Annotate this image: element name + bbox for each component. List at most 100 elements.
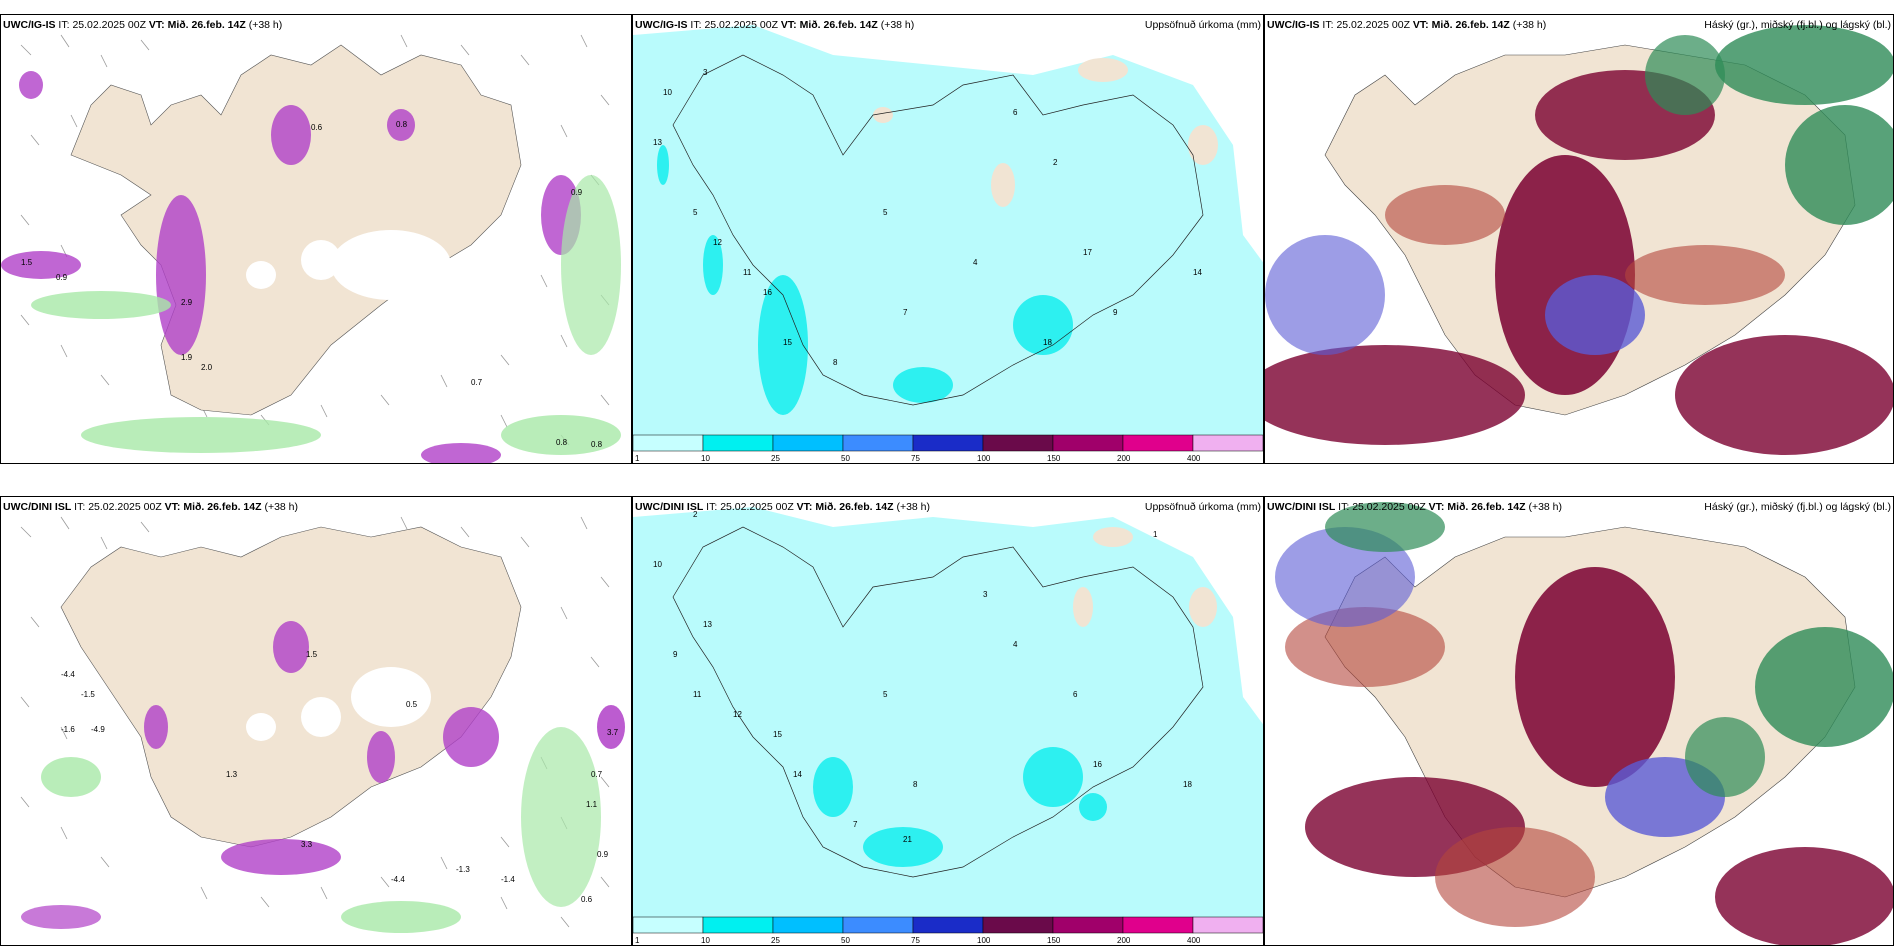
legend-tick: 10 [701,454,710,463]
legend-tick: 50 [841,454,850,463]
value-label: 2 [693,510,698,519]
panel-title: Uppsöfnuð úrkoma (mm) [1144,19,1261,31]
value-label: -1.5 [81,690,95,699]
panel-title: Háský (gr.), miðský (fj.bl.) og lágský (… [1704,19,1891,31]
map-top-left: 0.8 0.9 2.9 1.9 2.0 0.7 0.8 0.8 1.5 0.9 … [1,15,631,463]
value-label: 12 [733,710,742,719]
value-label: 5 [693,208,698,217]
panel-top-mid-map: 3 10 13 5 12 11 16 15 5 8 7 4 6 2 9 14 1… [632,14,1264,464]
legend-swatch [1052,916,1124,934]
model-name: UWC/DINI ISL [635,501,704,513]
value-labels: -4.4 -1.5 -1.6 -4.9 1.5 0.5 3.7 0.7 1.1 … [61,650,619,904]
precip-area [633,507,1263,917]
legend-tick: 400 [1187,454,1201,463]
value-label: 18 [1183,780,1192,789]
legend-swatch [1192,434,1263,452]
glacier-patches [246,667,431,741]
value-label: 0.8 [591,440,603,449]
legend-tick: 400 [1187,936,1201,945]
cloud-cover [1275,502,1893,945]
value-label: 7 [853,820,858,829]
it-label: IT: [706,501,718,513]
legend-swatch [982,434,1054,452]
vt-label: VT: [796,501,813,513]
value-label: 0.5 [406,700,418,709]
value-label: 3.3 [301,840,313,849]
value-label: 9 [673,650,678,659]
value-label: 6 [1013,108,1018,117]
value-label: 5 [883,690,888,699]
value-label: 0.8 [396,120,408,129]
value-label: 3 [983,590,988,599]
it-label: IT: [74,501,86,513]
value-label: -4.4 [61,670,75,679]
vt-label: VT: [780,19,797,31]
legend-tick: 50 [841,936,850,945]
value-labels: 2 10 13 9 11 12 15 14 5 7 8 3 4 6 1 18 1… [653,510,1192,844]
panel-header: UWC/DINI ISL IT: 25.02.2025 00Z VT: Mið.… [635,501,930,513]
value-label: -4.4 [391,875,405,884]
value-label: 11 [743,268,752,277]
panel-top-right-map: UWC/IG-IS IT: 25.02.2025 00Z VT: Mið. 26… [1264,14,1894,464]
value-label: 0.9 [571,188,583,197]
value-label: 13 [653,138,662,147]
value-label: 16 [763,288,772,297]
heavy-precip-patches [813,747,1107,867]
iceland-land [60,526,522,848]
value-label: -1.6 [61,725,75,734]
model-name: UWC/IG-IS [1267,19,1320,31]
legend-swatch [702,916,774,934]
value-label: -1.3 [456,865,470,874]
it-value: 25.02.2025 00Z [1352,501,1426,513]
vt-label: VT: [1428,501,1445,513]
panel-bottom-right-map: UWC/DINI ISL IT: 25.02.2025 00Z VT: Mið.… [1264,496,1894,946]
it-value: 25.02.2025 00Z [704,19,778,31]
value-labels: 0.8 0.9 2.9 1.9 2.0 0.7 0.8 0.8 1.5 0.9 … [21,120,603,449]
heavy-precip-patches [657,145,1073,415]
map-top-mid: 3 10 13 5 12 11 16 15 5 8 7 4 6 2 9 14 1… [633,15,1263,463]
it-label: IT: [690,19,702,31]
value-label: 10 [653,560,662,569]
panel-title: Háský (gr.), miðský (fj.bl.) og lágský (… [1704,501,1891,513]
value-label: 9 [1113,308,1118,317]
it-label: IT: [58,19,70,31]
legend-tick: 1 [635,936,640,945]
value-label: 3 [703,68,708,77]
value-label: 1.5 [21,258,33,267]
value-label: 0.9 [597,850,609,859]
map-bottom-mid: 2 10 13 9 11 12 15 14 5 7 8 3 4 6 1 18 1… [633,497,1263,945]
legend-swatch [1122,434,1194,452]
value-label: 12 [713,238,722,247]
precip-legend: 1 10 25 50 75 100 150 200 400 [633,434,1263,463]
model-name: UWC/IG-IS [635,19,688,31]
vt-value: Mið. 26.feb. 14Z [815,501,894,513]
lead-time: (+38 h) [1528,501,1563,513]
cloud-cover [1265,25,1893,455]
value-label: 2.9 [181,298,193,307]
panel-header: UWC/DINI ISL IT: 25.02.2025 00Z VT: Mið.… [3,501,298,513]
vt-value: Mið. 26.feb. 14Z [1447,501,1526,513]
legend-tick: 25 [771,454,780,463]
value-label: 1 [1153,530,1158,539]
model-name: UWC/IG-IS [3,19,56,31]
value-label: 1.5 [306,650,318,659]
value-label: 3.7 [607,728,619,737]
vt-value: Mið. 26.feb. 14Z [167,19,246,31]
legend-swatch [982,916,1054,934]
value-label: -4.9 [91,725,105,734]
value-label: 14 [793,770,802,779]
precip-patches [1,71,621,463]
value-label: 15 [773,730,782,739]
precip-legend: 1 10 25 50 75 100 150 200 400 [633,916,1263,945]
value-label: 2.0 [201,363,213,372]
legend-swatch [772,916,844,934]
vt-label: VT: [1412,19,1429,31]
legend-swatch [702,434,774,452]
value-label: 10 [663,88,672,97]
legend-tick: 150 [1047,936,1061,945]
value-label: 17 [1083,248,1092,257]
it-value: 25.02.2025 00Z [88,501,162,513]
vt-value: Mið. 26.feb. 14Z [799,19,878,31]
value-label: 18 [1043,338,1052,347]
value-label: 1.9 [181,353,193,362]
